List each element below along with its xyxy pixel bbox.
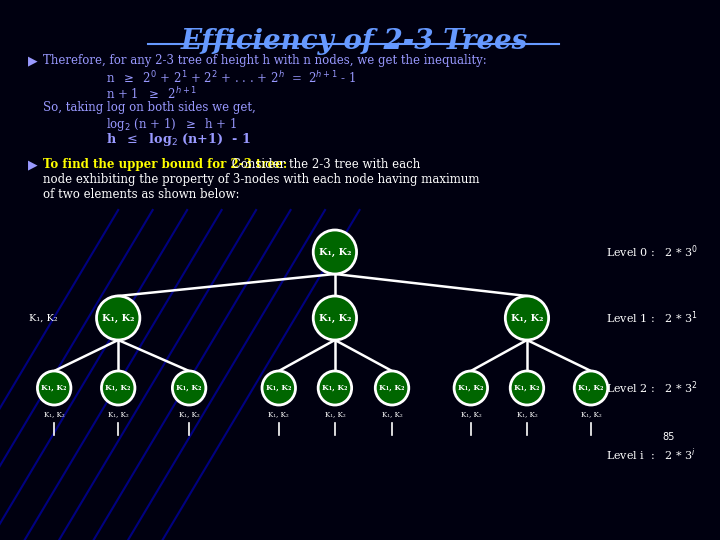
Text: K₁, K₂: K₁, K₂ xyxy=(108,410,128,418)
Circle shape xyxy=(454,371,487,405)
Text: K₁, K₂: K₁, K₂ xyxy=(461,410,481,418)
Text: K₁, K₂: K₁, K₂ xyxy=(269,410,289,418)
Text: K₁, K₂: K₁, K₂ xyxy=(382,410,402,418)
Text: 85: 85 xyxy=(662,432,675,442)
Text: n  $\geq$  2$^0$ + 2$^1$ + 2$^2$ + . . . + 2$^h$  =  2$^{h+1}$ - 1: n $\geq$ 2$^0$ + 2$^1$ + 2$^2$ + . . . +… xyxy=(107,70,356,86)
Text: Therefore, for any 2-3 tree of height h with n nodes, we get the inequality:: Therefore, for any 2-3 tree of height h … xyxy=(43,54,487,67)
Circle shape xyxy=(37,371,71,405)
Circle shape xyxy=(102,371,135,405)
Text: Level i  :   2 * 3$^i$: Level i : 2 * 3$^i$ xyxy=(606,447,696,463)
Text: K₁, K₂: K₁, K₂ xyxy=(325,410,345,418)
Text: K₁, K₂: K₁, K₂ xyxy=(176,384,202,392)
Text: K₁, K₂: K₁, K₂ xyxy=(514,384,540,392)
Text: K₁, K₂: K₁, K₂ xyxy=(102,314,135,322)
Text: Consider the 2-3 tree with each: Consider the 2-3 tree with each xyxy=(228,158,420,171)
Text: K₁, K₂: K₁, K₂ xyxy=(42,384,67,392)
Circle shape xyxy=(313,296,356,340)
Text: node exhibiting the property of 3-nodes with each node having maximum: node exhibiting the property of 3-nodes … xyxy=(43,173,480,186)
Text: K₁, K₂: K₁, K₂ xyxy=(581,410,601,418)
Text: K₁, K₂: K₁, K₂ xyxy=(319,247,351,256)
Circle shape xyxy=(313,230,356,274)
Text: K₁, K₂: K₁, K₂ xyxy=(44,410,65,418)
Text: K₁, K₂: K₁, K₂ xyxy=(266,384,292,392)
Text: K₁, K₂: K₁, K₂ xyxy=(458,384,484,392)
Text: Level 2 :   2 * 3$^2$: Level 2 : 2 * 3$^2$ xyxy=(606,380,698,396)
Circle shape xyxy=(96,296,140,340)
Circle shape xyxy=(262,371,295,405)
Circle shape xyxy=(510,371,544,405)
Text: Level 1 :   2 * 3$^1$: Level 1 : 2 * 3$^1$ xyxy=(606,310,698,326)
Text: of two elements as shown below:: of two elements as shown below: xyxy=(43,188,240,201)
Text: Level 0 :   2 * 3$^0$: Level 0 : 2 * 3$^0$ xyxy=(606,244,698,260)
Text: K₁, K₂: K₁, K₂ xyxy=(322,384,348,392)
Text: Efficiency of 2-3 Trees: Efficiency of 2-3 Trees xyxy=(181,28,528,55)
Circle shape xyxy=(505,296,549,340)
Text: n + 1  $\geq$  2$^{h+1}$: n + 1 $\geq$ 2$^{h+1}$ xyxy=(107,86,197,102)
Text: K₁, K₂: K₁, K₂ xyxy=(517,410,537,418)
Text: h  $\leq$  log$_2$ (n+1)  - 1: h $\leq$ log$_2$ (n+1) - 1 xyxy=(107,131,251,148)
Text: K₁, K₂: K₁, K₂ xyxy=(179,410,199,418)
Text: ▶: ▶ xyxy=(27,54,37,67)
Text: To find the upper bound for 2-3 tree:: To find the upper bound for 2-3 tree: xyxy=(43,158,287,171)
Circle shape xyxy=(575,371,608,405)
Text: K₁, K₂: K₁, K₂ xyxy=(319,314,351,322)
Text: K₁, K₂: K₁, K₂ xyxy=(510,314,543,322)
Text: K₁, K₂: K₁, K₂ xyxy=(578,384,604,392)
Circle shape xyxy=(375,371,409,405)
Text: K₁, K₂: K₁, K₂ xyxy=(105,384,131,392)
Text: K₁, K₂: K₁, K₂ xyxy=(379,384,405,392)
Text: ▶: ▶ xyxy=(27,158,37,171)
Circle shape xyxy=(172,371,206,405)
Circle shape xyxy=(318,371,351,405)
Text: So, taking log on both sides we get,: So, taking log on both sides we get, xyxy=(43,101,256,114)
Text: log$_2$ (n + 1)  $\geq$  h + 1: log$_2$ (n + 1) $\geq$ h + 1 xyxy=(107,116,238,133)
Text: K₁, K₂: K₁, K₂ xyxy=(29,314,58,322)
